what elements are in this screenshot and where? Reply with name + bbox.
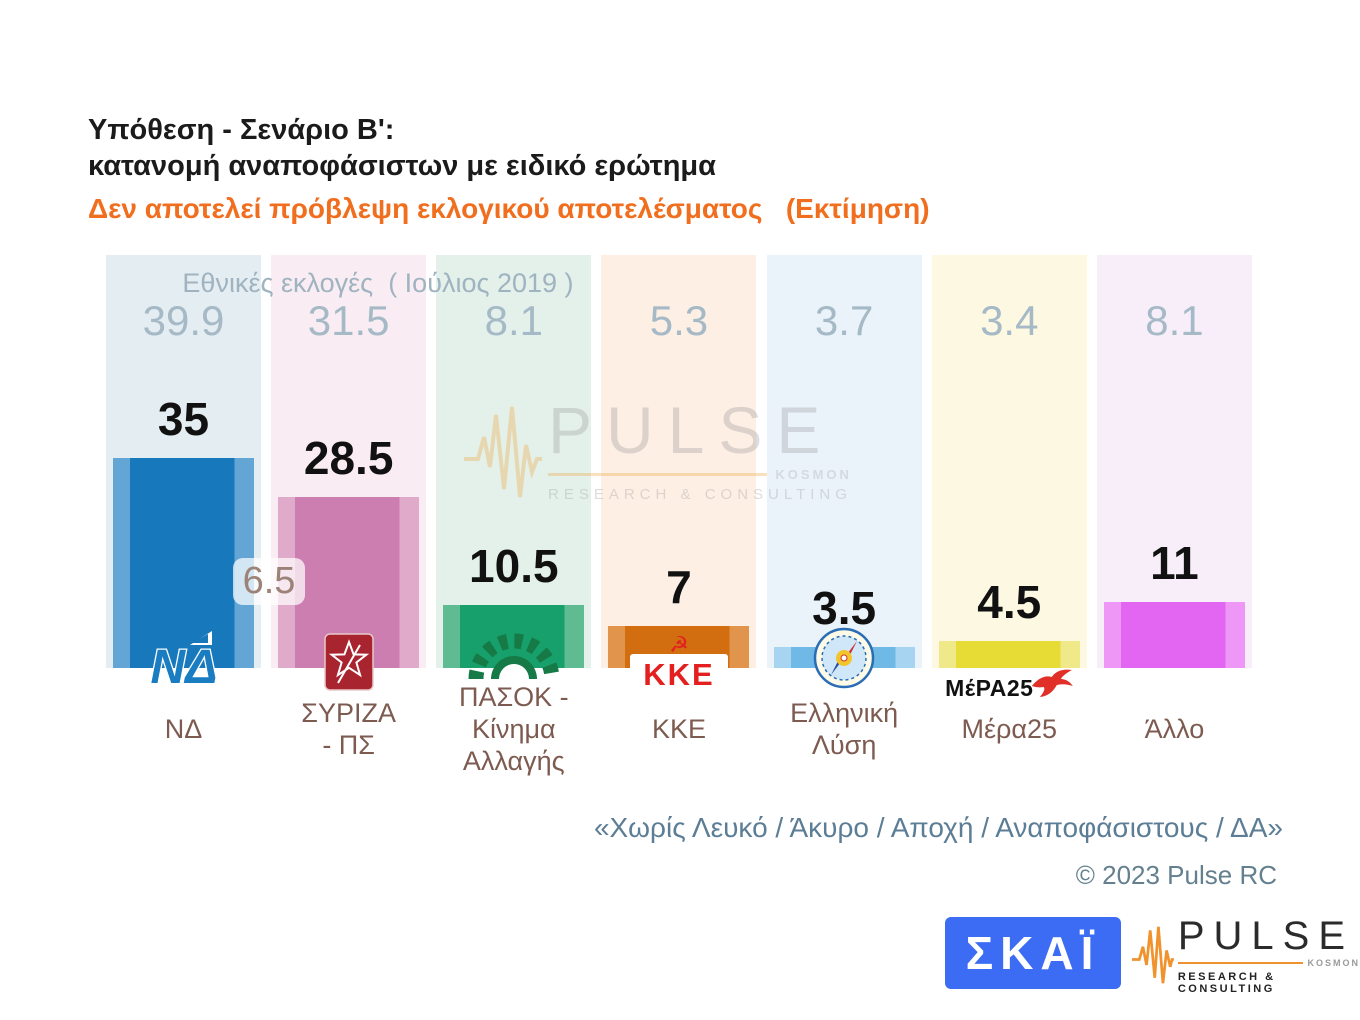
- estimate-value: 28.5: [303, 432, 394, 484]
- party-label: ΝΔ: [164, 714, 203, 745]
- copyright-text: © 2023 Pulse RC: [1075, 860, 1277, 890]
- column-nd: 39.9 35 ΝΔ ΝΔ: [106, 255, 261, 744]
- previous-result: 8.1: [484, 297, 543, 344]
- party-label: ΠΑΣΟΚ - Κίνημα Αλλαγής: [458, 682, 569, 776]
- syriza-logo: [323, 633, 374, 696]
- estimate-value: 4.5: [977, 576, 1042, 628]
- pulse-waveform-icon: [464, 406, 542, 498]
- result-bar-mera25: [938, 641, 1080, 668]
- title-block: Υπόθεση - Σενάριο Β': κατανομή αναποφάσι…: [88, 112, 930, 225]
- pulse-kosmon-text: KOSMON: [1307, 958, 1360, 968]
- previous-result: 8.1: [1145, 297, 1204, 344]
- skai-logo: ΣΚΑΪ: [945, 917, 1121, 989]
- pulse-subtitle-text: RESEARCH & CONSULTING: [1177, 971, 1276, 995]
- pulse-waveform-icon: [1132, 926, 1174, 984]
- kke-logo: ☭ ΚΚΕ: [629, 632, 728, 694]
- column-allo: 8.1 11 Άλλο: [1096, 255, 1252, 744]
- page-title-line1: Υπόθεση - Σενάριο Β':: [88, 114, 395, 146]
- page-title-line2: κατανομή αναποφάσιστων με ειδικό ερώτημα: [88, 150, 717, 183]
- result-bar-nd: [113, 458, 254, 668]
- column-syriza: 31.5 28.5 ΣΥΡΙΖΑ - ΠΣ: [271, 255, 427, 760]
- estimate-value: 11: [1150, 537, 1199, 589]
- methodology-note: «Χωρίς Λευκό / Άκυρο / Αποχή / Αναποφάσι…: [593, 812, 1283, 843]
- column-elliniki-lysi: 3.7 3.5 Ελληνική Λύση: [766, 255, 922, 760]
- party-label: Μέρα25: [961, 714, 1058, 745]
- column-mera25: 3.4 4.5 ΜέΡΑ25 Μέρα25: [931, 255, 1087, 744]
- column-kke: 5.3 7 ☭ ΚΚΕ ΚΚΕ: [601, 255, 757, 744]
- svg-text:ΝΔ: ΝΔ: [150, 641, 217, 694]
- pulse-logo-line: [1177, 962, 1303, 964]
- result-bar-allo: [1103, 602, 1245, 668]
- estimate-value: 35: [157, 393, 210, 445]
- swallow-icon: [1031, 669, 1073, 697]
- estimate-value: 3.5: [812, 582, 877, 634]
- previous-election-header: Εθνικές εκλογές ( Ιούλιος 2019 ): [182, 268, 574, 298]
- watermark-brand: PULSE: [548, 393, 835, 467]
- lead-gap-badge: 6.5: [233, 558, 305, 605]
- nd-logo: ΝΔ: [128, 629, 240, 700]
- mera25-logo: ΜέΡΑ25: [945, 666, 1073, 702]
- previous-result: 5.3: [649, 297, 709, 344]
- previous-result: 3.7: [814, 297, 874, 344]
- pulse-brand-text: PULSE: [1177, 914, 1355, 958]
- disclaimer-text: Δεν αποτελεί πρόβλεψη εκλογικού αποτελέσ…: [88, 192, 930, 224]
- pulse-logo: PULSE KOSMON RESEARCH & CONSULTING: [1132, 916, 1360, 995]
- previous-result: 31.5: [307, 297, 390, 344]
- watermark-line: [548, 473, 768, 476]
- previous-result: 39.9: [142, 297, 225, 344]
- estimate-value: 10.5: [469, 540, 559, 592]
- previous-result: 3.4: [980, 297, 1039, 344]
- pasok-logo: [466, 617, 562, 692]
- party-label: ΚΚΕ: [651, 714, 706, 745]
- watermark-subtitle: RESEARCH & CONSULTING: [548, 486, 852, 503]
- hammer-sickle-icon: ☭: [669, 632, 689, 657]
- party-label: Ελληνική Λύση: [790, 698, 899, 760]
- pulse-watermark: PULSE KOSMON RESEARCH & CONSULTING: [464, 397, 852, 507]
- estimate-value: 7: [666, 561, 692, 613]
- party-label: ΣΥΡΙΖΑ - ΠΣ: [301, 698, 397, 760]
- party-label: Άλλο: [1144, 714, 1205, 745]
- elliniki-lysi-logo: [813, 627, 875, 694]
- column-pasok: 8.1 10.5 ΠΑΣΟΚ - Κίνημα Αλλαγής: [436, 255, 592, 776]
- watermark-kosmon: KOSMON: [775, 467, 852, 482]
- chart-area: Εθνικές εκλογές ( Ιούλιος 2019 ) PULSE K…: [106, 255, 1252, 776]
